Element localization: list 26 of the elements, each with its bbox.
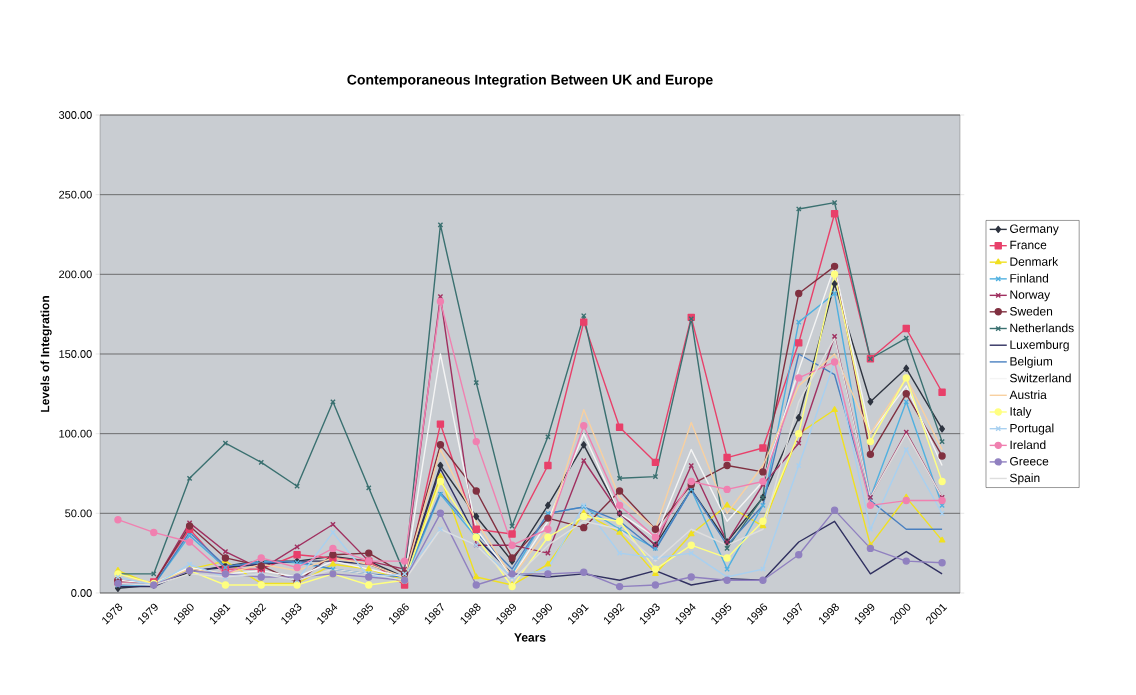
y-axis-title: Levels of Integration [40,296,52,412]
legend-label: Finland [1010,273,1049,283]
y-tick-label: 300.00 [58,111,92,119]
chart-title: Contemporaneous Integration Between UK and Europe [347,74,713,88]
legend-label: Ireland [1010,440,1046,450]
y-tick-label: 0.00 [71,589,92,597]
y-tick-label: 100.00 [59,429,92,438]
legend-label: Greece [1010,456,1049,466]
y-tick-label: 150.00 [59,350,92,358]
x-axis-title: Years [514,633,546,642]
legend-label: Switzerland [1010,373,1071,383]
legend-label: Austria [1009,390,1047,399]
y-tick-label: 200.00 [59,270,92,279]
legend-label: Belgium [1010,356,1053,368]
legend-label: Italy [1010,406,1032,419]
legend-label: Netherlands [1010,323,1074,333]
legend-label: Luxemburg [1010,340,1069,352]
legend-label: Norway [1010,290,1051,302]
legend-label: Spain [1010,473,1040,485]
y-tick-label: 50.00 [65,509,92,518]
legend-label: Denmark [1010,257,1059,266]
legend-label: Sweden [1010,306,1053,316]
legend-label: France [1010,240,1047,250]
legend-label: Germany [1010,224,1059,236]
legend-label: Portugal [1010,423,1054,435]
y-tick-label: 250.00 [59,190,92,199]
